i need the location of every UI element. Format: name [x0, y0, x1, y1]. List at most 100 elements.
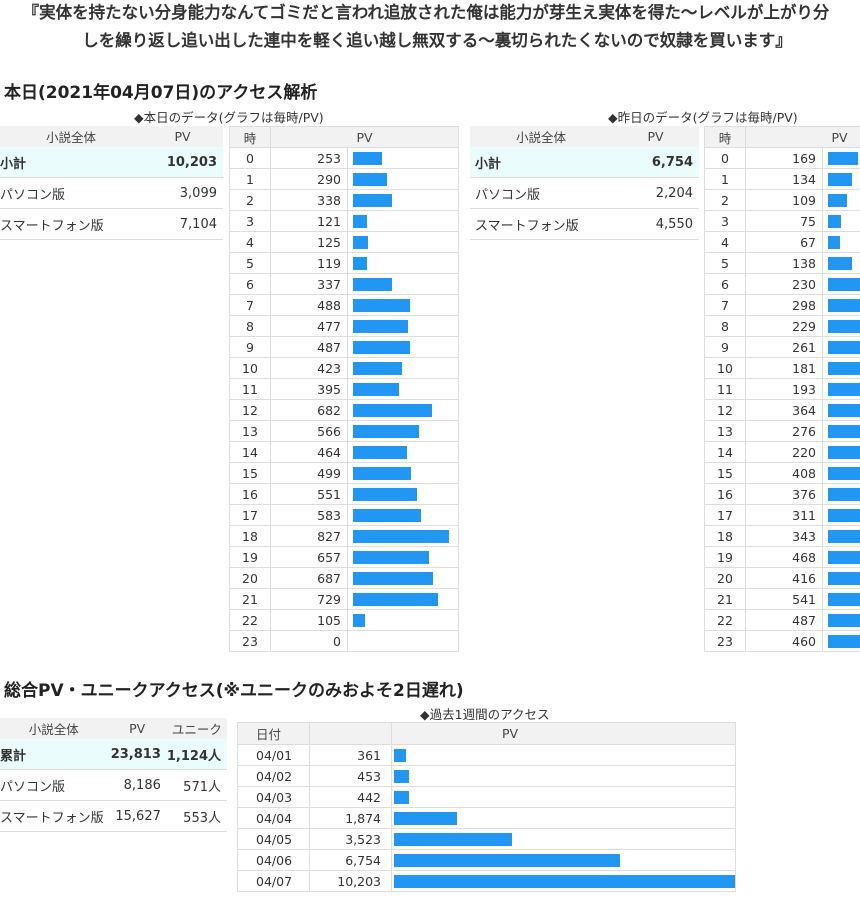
today-hourly-table: 時 PV 0 253 1 290 2 338 3 121 4 125 5 119 6 337 7 488 8 47…	[229, 126, 459, 652]
table-row: 17 583	[229, 504, 459, 526]
hour-bar-cell	[822, 252, 860, 274]
hour-bar	[828, 172, 852, 186]
hour-label: 6	[704, 273, 746, 295]
hour-bar	[353, 592, 438, 606]
table-row: 1 134	[704, 168, 860, 190]
table-row: 14 464	[229, 441, 459, 463]
week-bar-cell	[391, 849, 736, 871]
hour-bar	[353, 256, 367, 270]
table-row: パソコン版 2,204	[470, 177, 699, 209]
hour-bar-cell	[347, 504, 459, 526]
hour-bar-cell	[347, 357, 459, 379]
hour-bar-cell	[347, 336, 459, 358]
hour-label: 14	[704, 441, 746, 463]
table-row: 12 682	[229, 399, 459, 421]
hour-bar-cell	[822, 189, 860, 211]
table-row: 9 261	[704, 336, 860, 358]
hour-pv-value: 416	[745, 567, 823, 589]
table-row: 22 487	[704, 609, 860, 631]
table-row: 10 423	[229, 357, 459, 379]
hour-pv-value: 464	[270, 441, 348, 463]
row-label: スマートフォン版	[0, 208, 142, 240]
hour-pv-value: 119	[270, 252, 348, 274]
today-caption: ◆本日のデータ(グラフは毎時/PV)	[134, 110, 324, 125]
hour-bar-cell	[822, 525, 860, 547]
hour-bar-cell	[822, 231, 860, 253]
hour-label: 15	[704, 462, 746, 484]
row-pv: 8,186	[107, 769, 167, 801]
week-bar	[394, 748, 407, 762]
hour-pv-value: 290	[270, 168, 348, 190]
week-bar	[394, 832, 512, 846]
weekly-caption: ◆過去1週間のアクセス	[420, 707, 550, 722]
hour-bar	[353, 466, 411, 480]
hour-pv-value: 551	[270, 483, 348, 505]
week-bar	[394, 874, 735, 888]
week-date: 04/05	[236, 828, 311, 850]
week-bar-cell	[391, 786, 736, 808]
table-row: 10 181	[704, 357, 860, 379]
hour-label: 3	[229, 210, 271, 232]
hour-pv-value: 125	[270, 231, 348, 253]
table-row: 6 230	[704, 273, 860, 295]
hour-bar	[828, 571, 860, 585]
hour-bar-cell	[822, 273, 860, 295]
hour-bar-cell	[822, 294, 860, 316]
hour-pv-value: 682	[270, 399, 348, 421]
col-pv: PV	[107, 718, 167, 739]
today-access-heading: 本日(2021年04月07日)のアクセス解析	[4, 83, 318, 103]
hour-bar	[828, 277, 860, 291]
hour-label: 20	[704, 567, 746, 589]
row-pv: 7,104	[142, 208, 223, 240]
hour-pv-value: 134	[745, 168, 823, 190]
hour-label: 23	[229, 630, 271, 652]
hour-label: 12	[704, 399, 746, 421]
table-row: 04/01 361	[236, 744, 736, 766]
col-unique: ユニーク	[166, 718, 227, 739]
table-row: 3 75	[704, 210, 860, 232]
table-row: 23 460	[704, 630, 860, 652]
hour-label: 14	[229, 441, 271, 463]
hour-bar	[828, 550, 860, 564]
table-row: 04/06 6,754	[236, 849, 736, 871]
table-row: 04/05 3,523	[236, 828, 736, 850]
hour-bar	[353, 550, 430, 564]
hour-bar	[828, 235, 840, 249]
hour-pv-value: 276	[745, 420, 823, 442]
week-date: 04/06	[236, 849, 311, 871]
week-pv-value: 10,203	[309, 870, 392, 892]
hour-pv-value: 499	[270, 462, 348, 484]
table-row: パソコン版 8,186 571人	[0, 769, 227, 801]
hour-pv-value: 376	[745, 483, 823, 505]
table-row: スマートフォン版 7,104	[0, 208, 223, 240]
hour-bar-cell	[822, 504, 860, 526]
hour-label: 13	[229, 420, 271, 442]
table-row: 2 338	[229, 189, 459, 211]
table-row: 5 138	[704, 252, 860, 274]
hour-bar-cell	[347, 525, 459, 547]
hour-label: 6	[229, 273, 271, 295]
hour-bar-cell	[347, 546, 459, 568]
hour-pv-value: 253	[270, 147, 348, 169]
hour-bar-cell	[347, 294, 459, 316]
table-row: 22 105	[229, 609, 459, 631]
table-row: 小計 10,203	[0, 147, 223, 178]
week-bar	[394, 790, 409, 804]
week-pv-value: 1,874	[309, 807, 392, 829]
hour-bar	[353, 340, 410, 354]
table-row: 7 488	[229, 294, 459, 316]
table-row: 9 487	[229, 336, 459, 358]
hour-bar	[828, 340, 860, 354]
table-row: 20 687	[229, 567, 459, 589]
col-label: 小説全体	[470, 126, 612, 147]
hour-bar	[353, 151, 383, 165]
hour-bar	[828, 613, 860, 627]
hour-label: 16	[229, 483, 271, 505]
hour-pv-value: 337	[270, 273, 348, 295]
week-date: 04/02	[236, 765, 311, 787]
table-row: 累計 23,813 1,124人	[0, 739, 227, 770]
hour-bar	[353, 298, 410, 312]
row-label: パソコン版	[0, 177, 142, 209]
hour-bar-cell	[347, 588, 459, 610]
row-unique: 553人	[166, 800, 227, 832]
